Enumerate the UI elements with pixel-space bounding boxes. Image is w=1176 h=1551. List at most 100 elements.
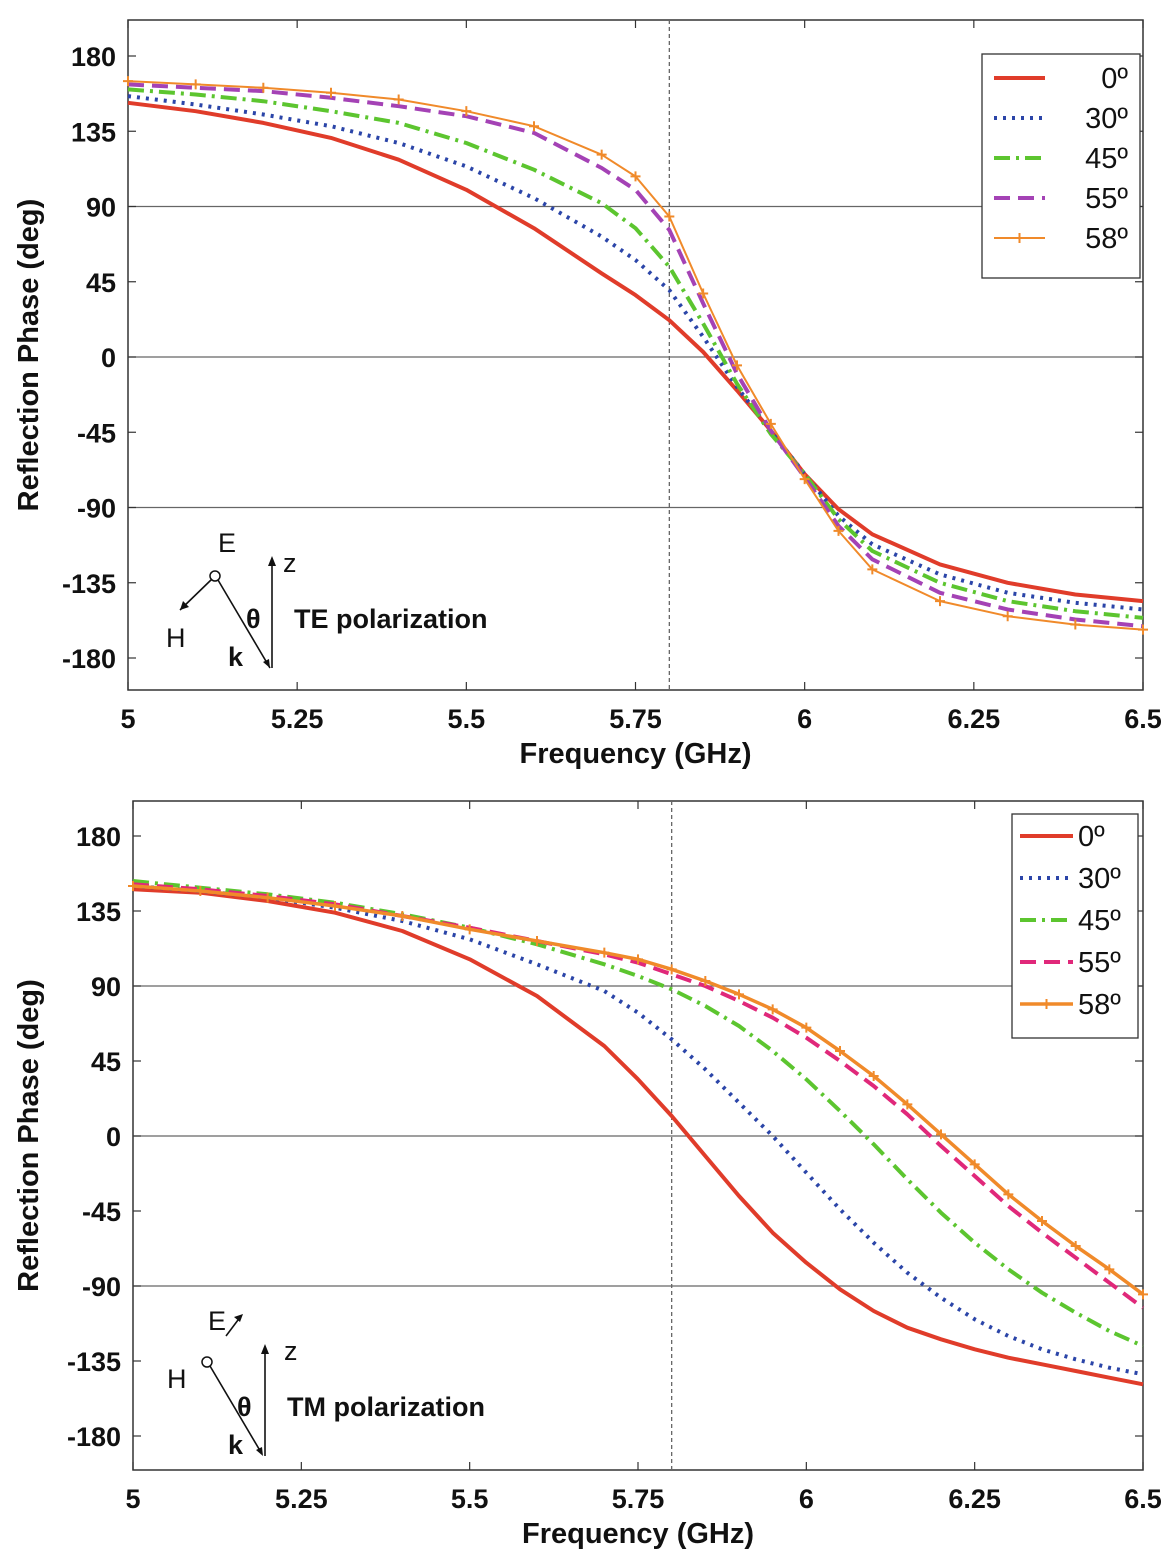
series-marker (630, 171, 641, 182)
series-marker (936, 1129, 946, 1140)
series-marker (326, 87, 336, 98)
legend-label: 55º (1085, 183, 1128, 215)
theta-label: θ (246, 604, 261, 634)
legend-box (1011, 813, 1139, 1039)
series-marker (461, 106, 472, 117)
z-label: z (283, 548, 297, 578)
y-tick-label: 45 (91, 1047, 121, 1077)
series-marker (1104, 1264, 1115, 1275)
y-tick-label: -135 (67, 1347, 121, 1377)
series-line (127, 80, 1144, 631)
series-marker (732, 360, 742, 371)
x-tick-label: 6 (799, 1484, 814, 1514)
series-5 (123, 76, 1148, 635)
series-marker (1138, 624, 1148, 635)
series-line (127, 87, 1144, 620)
series-marker (128, 881, 138, 891)
series-4 (132, 882, 1145, 1310)
series-5 (128, 881, 1148, 1300)
y-axis-title: Reflection Phase (deg) (13, 199, 45, 512)
series-marker (902, 1099, 913, 1110)
series-marker (195, 886, 206, 896)
series-marker (397, 911, 408, 921)
legend-label: 58º (1085, 223, 1128, 255)
series-marker (262, 892, 273, 903)
series-1 (132, 887, 1144, 1387)
y-tick-label: 0 (101, 343, 116, 373)
y-tick-label: -180 (67, 1422, 121, 1452)
series-marker (734, 989, 744, 1000)
y-tick-label: 135 (71, 117, 116, 147)
x-tick-label: 6 (797, 704, 812, 734)
series-marker (123, 76, 133, 87)
y-tick-label: 135 (76, 897, 121, 927)
series-marker (258, 82, 269, 93)
x-tick-label: 5.25 (275, 1484, 328, 1514)
legend-marker (1041, 999, 1052, 1009)
series-line (132, 884, 1145, 1296)
series-marker (1003, 1189, 1014, 1200)
k-label: k (228, 1430, 244, 1460)
series-marker (835, 1046, 845, 1056)
x-axis-title: Frequency (GHz) (522, 1518, 754, 1550)
legend-label: 45º (1085, 143, 1128, 175)
series-marker (833, 525, 844, 536)
polarization-label: TM polarization (287, 1392, 485, 1422)
x-tick-label: 5.5 (448, 704, 486, 734)
x-tick-label: 6.5 (1124, 1484, 1162, 1514)
series-marker (664, 211, 675, 222)
series-2 (127, 94, 1144, 612)
x-tick-label: 5 (125, 1484, 140, 1514)
series-marker (330, 901, 340, 911)
series-marker (1070, 1241, 1081, 1251)
series-marker (599, 947, 610, 958)
z-arrowhead-icon (268, 556, 276, 566)
series-marker (532, 936, 542, 946)
y-tick-label: -90 (82, 1272, 121, 1302)
k-arrowhead-icon (256, 1447, 263, 1456)
legend-marker (1014, 233, 1025, 243)
series-line (132, 887, 1144, 1387)
H-arrowhead-icon (180, 601, 189, 610)
series-marker (393, 94, 404, 105)
H-label: H (166, 623, 186, 653)
E-arrowhead-icon (234, 1314, 243, 1322)
legend-label: 30º (1085, 103, 1128, 135)
y-tick-label: 180 (76, 822, 121, 852)
y-tick-label: 0 (106, 1122, 121, 1152)
y-axis-title: Reflection Phase (deg) (13, 979, 45, 1292)
legend-box (981, 53, 1141, 279)
series-marker (1070, 619, 1081, 630)
series-marker (935, 596, 945, 607)
x-tick-label: 6.25 (948, 704, 1001, 734)
y-tick-label: 90 (91, 972, 121, 1002)
x-axis-title: Frequency (GHz) (519, 738, 751, 770)
series-marker (633, 954, 643, 965)
legend: 0º 30º 45º 55º 58º (1011, 813, 1139, 1039)
H-label: H (167, 1364, 187, 1394)
chart-panel-1: 5 5.25 5.5 5.75 6 6.25 6.5 180 135 90 45 0 -45 -90 -13… (13, 19, 1162, 770)
series-line (127, 94, 1144, 612)
legend-label: 45º (1078, 905, 1121, 937)
k-arrowhead-icon (263, 659, 270, 668)
k-label: k (228, 642, 244, 672)
x-tick-label: 6.25 (948, 1484, 1001, 1514)
k-vector-arrow (209, 1365, 263, 1455)
series-line (127, 100, 1144, 604)
x-tick-label: 5.5 (451, 1484, 489, 1514)
legend-label: 30º (1078, 863, 1121, 895)
series-1 (127, 100, 1144, 604)
legend-label: 55º (1078, 947, 1121, 979)
y-tick-label: -45 (82, 1197, 121, 1227)
legend: 0º 30º 45º 55º 58º (981, 53, 1141, 279)
x-tick-label: 6.5 (1124, 704, 1162, 734)
theta-label: θ (237, 1392, 252, 1422)
polarization-label: TE polarization (294, 604, 488, 634)
x-tick-label: 5.75 (609, 704, 662, 734)
series-marker (190, 79, 201, 90)
z-label: z (284, 1336, 298, 1366)
y-tick-label: 180 (71, 42, 116, 72)
